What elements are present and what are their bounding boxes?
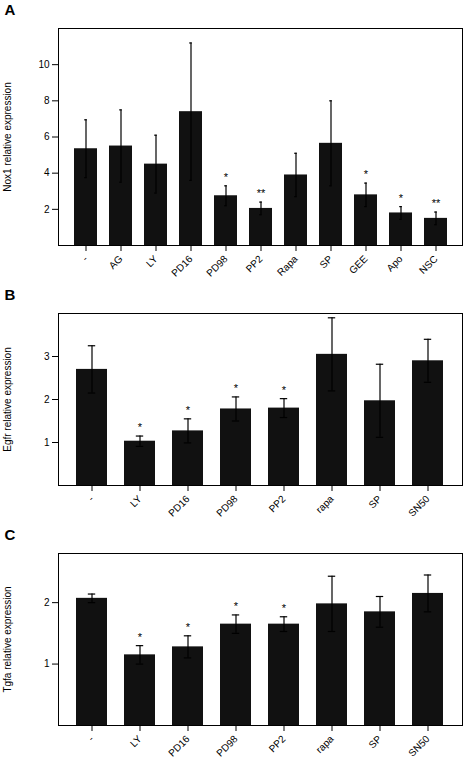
svg-text:**: **: [432, 197, 441, 209]
svg-text:PD16: PD16: [166, 493, 192, 519]
svg-text:10: 10: [38, 59, 50, 70]
svg-text:*: *: [186, 621, 191, 633]
svg-text:**: **: [257, 187, 266, 199]
svg-text:PD98: PD98: [214, 733, 240, 759]
svg-text:1: 1: [44, 437, 50, 448]
svg-text:*: *: [234, 382, 239, 394]
svg-text:*: *: [282, 602, 287, 614]
svg-text:*: *: [234, 600, 239, 612]
svg-text:*: *: [282, 384, 287, 396]
svg-text:2: 2: [44, 204, 50, 215]
svg-text:PD98: PD98: [214, 493, 240, 519]
svg-text:PD16: PD16: [166, 733, 192, 759]
svg-text:A: A: [5, 1, 16, 18]
svg-text:B: B: [5, 286, 16, 303]
svg-text:4: 4: [44, 167, 50, 178]
svg-text:SP: SP: [317, 253, 334, 270]
svg-text:PD98: PD98: [204, 253, 230, 279]
svg-text:-: -: [86, 493, 96, 503]
svg-text:Apo: Apo: [384, 253, 405, 274]
svg-text:PP2: PP2: [244, 253, 265, 274]
svg-text:*: *: [138, 421, 143, 433]
svg-text:Egfr relative expression: Egfr relative expression: [2, 347, 13, 452]
svg-text:PD16: PD16: [169, 253, 195, 279]
svg-text:SN50: SN50: [406, 733, 432, 759]
svg-text:LY: LY: [128, 493, 144, 509]
svg-text:-: -: [86, 733, 96, 743]
svg-text:LY: LY: [128, 733, 144, 749]
svg-text:Tgfa relative expression: Tgfa relative expression: [2, 586, 13, 692]
svg-text:*: *: [364, 168, 369, 180]
svg-text:PP2: PP2: [267, 493, 288, 514]
svg-text:3: 3: [44, 351, 50, 362]
svg-text:SN50: SN50: [406, 493, 432, 519]
svg-text:GEE: GEE: [347, 253, 370, 276]
svg-text:2: 2: [44, 394, 50, 405]
svg-text:2: 2: [44, 597, 50, 608]
svg-text:rapa: rapa: [314, 733, 336, 755]
svg-text:SP: SP: [366, 733, 383, 750]
svg-text:*: *: [224, 171, 229, 183]
svg-text:AG: AG: [107, 253, 125, 271]
svg-text:Nox1 relative expression: Nox1 relative expression: [2, 82, 13, 192]
svg-text:PP2: PP2: [267, 733, 288, 754]
svg-text:rapa: rapa: [314, 493, 336, 515]
svg-text:LY: LY: [144, 253, 160, 269]
svg-text:*: *: [186, 404, 191, 416]
svg-text:Rapa: Rapa: [275, 253, 300, 278]
svg-text:*: *: [138, 631, 143, 643]
svg-text:SP: SP: [366, 493, 383, 510]
svg-text:*: *: [399, 192, 404, 204]
svg-text:C: C: [5, 526, 16, 543]
svg-text:6: 6: [44, 131, 50, 142]
svg-text:8: 8: [44, 95, 50, 106]
svg-text:-: -: [80, 253, 90, 263]
svg-text:NSC: NSC: [417, 253, 440, 276]
svg-text:1: 1: [44, 658, 50, 669]
